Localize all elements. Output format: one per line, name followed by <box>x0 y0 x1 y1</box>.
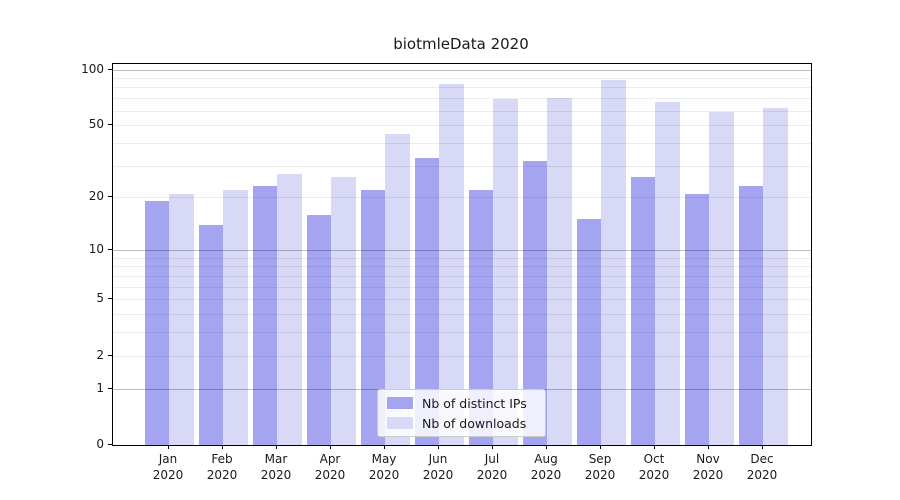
x-axis-tick-sep <box>600 445 601 449</box>
bar-downloads-feb <box>223 189 248 445</box>
y-axis-tick-2 <box>108 354 112 356</box>
x-axis-tick-dec <box>762 445 763 449</box>
bar-distinct-ips-dec <box>738 186 763 445</box>
bar-downloads-mar <box>277 173 302 445</box>
y-axis-tick-20 <box>108 196 112 198</box>
bar-downloads-jan <box>169 193 194 445</box>
y-axis-tick-10 <box>108 248 112 250</box>
x-axis-label-may: May 2020 <box>368 452 400 482</box>
x-axis-tick-nov <box>708 445 709 449</box>
x-axis-tick-apr <box>330 445 331 449</box>
x-axis-tick-jul <box>492 445 493 449</box>
x-axis-label-apr: Apr 2020 <box>314 452 346 482</box>
legend-swatch-distinct-ips <box>387 397 413 409</box>
bar-distinct-ips-apr <box>306 214 331 445</box>
x-axis-label-jun: Jun 2020 <box>422 452 454 482</box>
bar-distinct-ips-jan <box>144 201 169 445</box>
x-axis-tick-feb <box>222 445 223 449</box>
bar-downloads-nov <box>709 111 734 445</box>
bar-distinct-ips-sep <box>576 219 601 445</box>
bar-downloads-sep <box>601 79 626 445</box>
x-axis-label-nov: Nov 2020 <box>692 452 724 482</box>
legend-label-downloads: Nb of downloads <box>422 415 527 431</box>
legend-label-distinct-ips: Nb of distinct IPs <box>422 395 527 411</box>
y-axis-label-10: 10 <box>88 241 104 256</box>
legend-entry-distinct-ips: Nb of distinct IPs <box>387 396 536 411</box>
bar-distinct-ips-oct <box>630 176 655 445</box>
x-axis-label-jul: Jul 2020 <box>476 452 508 482</box>
y-axis-label-0: 0 <box>96 437 104 451</box>
x-axis-label-oct: Oct 2020 <box>638 452 670 482</box>
bar-downloads-apr <box>331 176 356 445</box>
x-axis-label-dec: Dec 2020 <box>746 452 778 482</box>
y-axis-tick-50 <box>108 124 112 126</box>
x-axis-tick-aug <box>546 445 547 449</box>
legend-entry-downloads: Nb of downloads <box>387 416 536 431</box>
x-axis-tick-jan <box>168 445 169 449</box>
gridline-y-100 <box>113 69 811 71</box>
bar-downloads-jun <box>439 83 464 445</box>
x-axis-label-sep: Sep 2020 <box>584 452 616 482</box>
y-axis-tick-0 <box>108 444 112 445</box>
bar-distinct-ips-nov <box>684 193 709 445</box>
y-axis-label-5: 5 <box>96 291 104 306</box>
x-axis-tick-oct <box>654 445 655 449</box>
x-axis-label-jan: Jan 2020 <box>152 452 184 482</box>
x-axis-label-mar: Mar 2020 <box>260 452 292 482</box>
bar-downloads-aug <box>547 98 572 445</box>
y-axis-label-2: 2 <box>96 347 104 362</box>
legend: Nb of distinct IPs Nb of downloads <box>377 389 546 437</box>
y-axis-label-1: 1 <box>96 380 104 395</box>
y-axis-tick-100 <box>108 68 112 70</box>
x-axis-label-aug: Aug 2020 <box>530 452 562 482</box>
bar-downloads-jul <box>493 99 518 445</box>
y-axis-tick-5 <box>108 298 112 300</box>
x-axis-label-feb: Feb 2020 <box>206 452 238 482</box>
y-axis-label-50: 50 <box>88 117 104 132</box>
bar-downloads-dec <box>763 107 788 445</box>
x-axis-tick-jun <box>438 445 439 449</box>
bar-distinct-ips-feb <box>198 224 223 445</box>
y-axis-label-20: 20 <box>88 189 104 204</box>
bar-distinct-ips-mar <box>252 186 277 445</box>
bar-downloads-oct <box>655 101 680 445</box>
x-axis-tick-may <box>384 445 385 449</box>
x-axis-tick-mar <box>276 445 277 449</box>
y-axis-tick-1 <box>108 387 112 389</box>
gridline-y-90 <box>113 77 811 79</box>
y-axis-label-100: 100 <box>81 61 104 76</box>
chart-title: biotmleData 2020 <box>393 35 529 53</box>
legend-swatch-downloads <box>387 417 413 429</box>
